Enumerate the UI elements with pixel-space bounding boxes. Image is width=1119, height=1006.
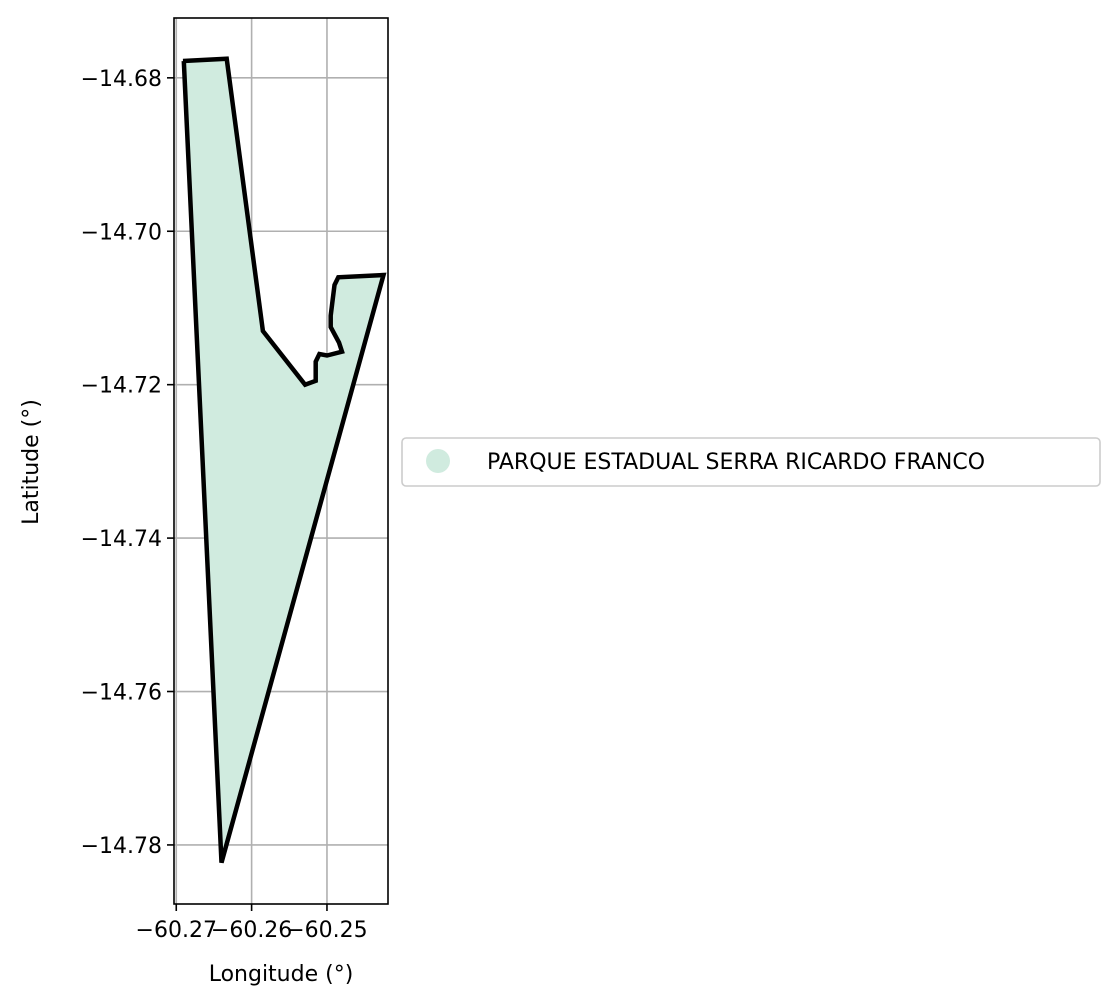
axes-frame bbox=[173, 17, 389, 905]
axis-ticks: −60.27−60.26−60.25 −14.68 −14.70 −14.72 −14.… bbox=[81, 67, 368, 943]
legend-label: PARQUE ESTADUAL SERRA RICARDO FRANCO bbox=[487, 450, 985, 475]
x-tick-label: −60.25 bbox=[286, 918, 367, 943]
legend-box bbox=[401, 437, 1101, 487]
x-tick-label: −60.26 bbox=[211, 918, 292, 943]
y-tick-label: −14.72 bbox=[81, 374, 162, 399]
legend-marker bbox=[426, 449, 450, 473]
y-tick-label: −14.70 bbox=[81, 220, 162, 245]
x-axis-title: Longitude (°) bbox=[209, 962, 354, 987]
y-tick-label: −14.76 bbox=[81, 681, 162, 706]
y-tick-label: −14.68 bbox=[81, 67, 162, 92]
y-tick-label: −14.78 bbox=[81, 834, 162, 859]
park-boundary-polygon bbox=[181, 56, 387, 864]
legend: PARQUE ESTADUAL SERRA RICARDO FRANCO bbox=[401, 437, 1101, 487]
map-data-layer bbox=[181, 56, 387, 864]
x-tick-label: −60.27 bbox=[136, 918, 217, 943]
y-tick-label: −14.74 bbox=[81, 527, 162, 552]
y-axis-title: Latitude (°) bbox=[19, 399, 44, 525]
